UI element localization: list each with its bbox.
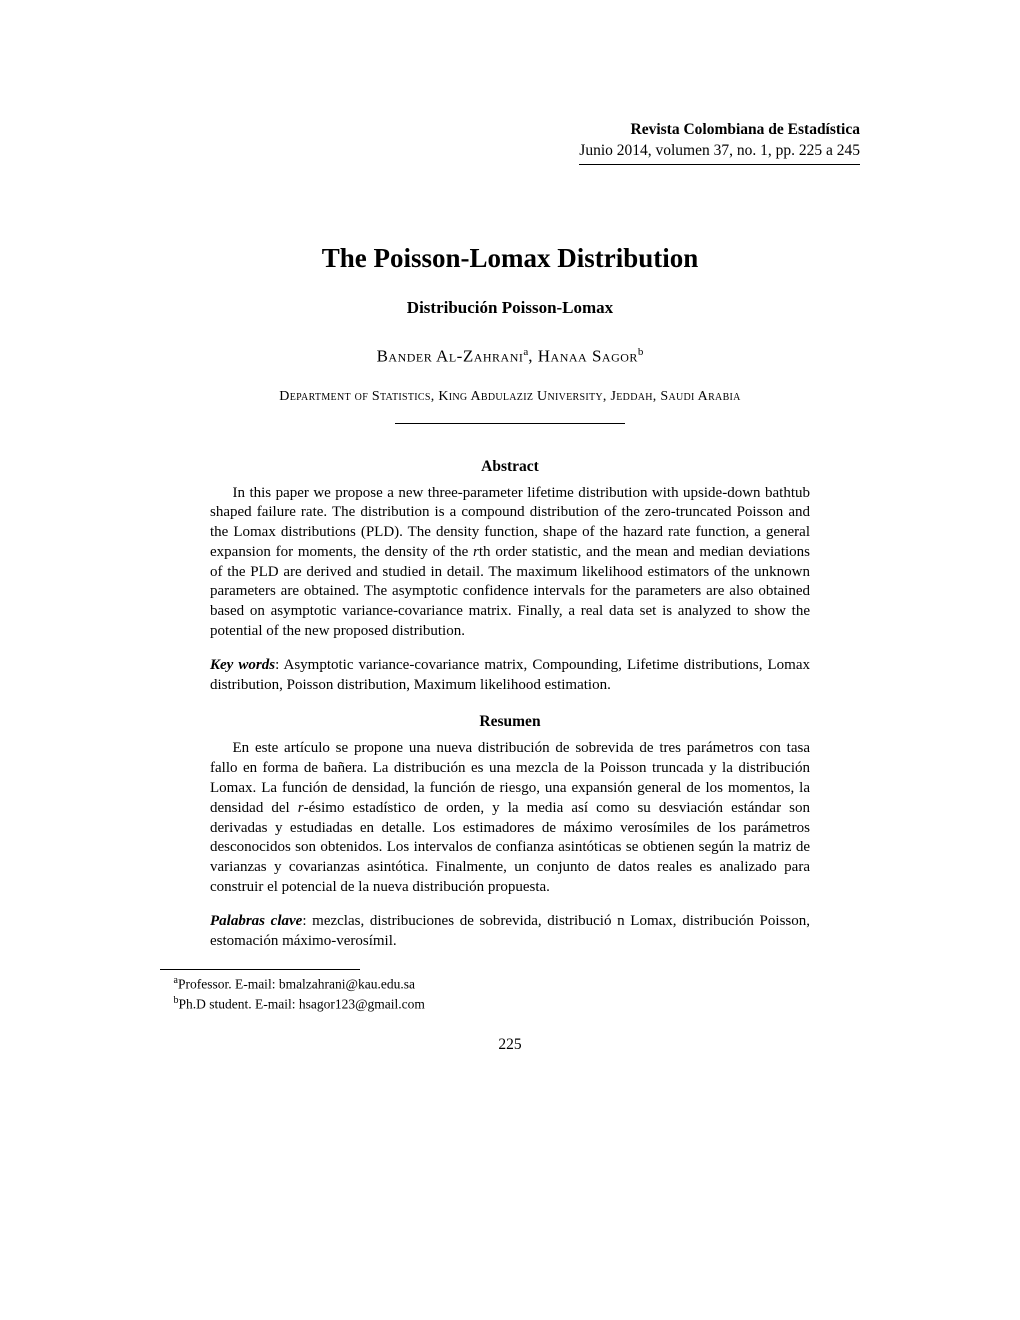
footnote-rule (160, 969, 360, 970)
abstract-keywords: Key words: Asymptotic variance-covarianc… (210, 656, 810, 696)
paper-subtitle: Distribución Poisson-Lomax (160, 298, 860, 318)
journal-name: Revista Colombiana de Estadística (160, 120, 860, 141)
journal-header: Revista Colombiana de Estadística Junio … (160, 120, 860, 165)
resumen-keywords: Palabras clave: mezclas, distribuciones … (210, 912, 810, 952)
footnote-a: aProfessor. E-mail: bmalzahrani@kau.edu.… (160, 974, 860, 994)
divider-rule (395, 423, 625, 424)
page-number: 225 (160, 1036, 860, 1054)
footnotes: aProfessor. E-mail: bmalzahrani@kau.edu.… (160, 974, 860, 1013)
footnote-b: bPh.D student. E-mail: hsagor123@gmail.c… (160, 994, 860, 1014)
paper-title: The Poisson-Lomax Distribution (160, 243, 860, 274)
abstract-heading: Abstract (160, 458, 860, 476)
palabras-clave-label: Palabras clave (210, 913, 302, 929)
abstract-text: In this paper we propose a new three-par… (210, 484, 810, 642)
keywords-text: : Asymptotic variance-covariance matrix,… (210, 657, 810, 693)
resumen-heading: Resumen (160, 713, 860, 731)
keywords-label: Key words (210, 657, 275, 673)
journal-issue: Junio 2014, volumen 37, no. 1, pp. 225 a… (579, 141, 860, 165)
affiliation: Department of Statistics, King Abdulaziz… (160, 389, 860, 405)
resumen-text: En este artículo se propone una nueva di… (210, 739, 810, 897)
resumen-body: En este artículo se propone una nueva di… (210, 739, 810, 897)
abstract-body: In this paper we propose a new three-par… (210, 484, 810, 642)
authors: Bander Al-Zahrania, Hanaa Sagorb (160, 346, 860, 367)
paper-page: Revista Colombiana de Estadística Junio … (0, 0, 1020, 1320)
